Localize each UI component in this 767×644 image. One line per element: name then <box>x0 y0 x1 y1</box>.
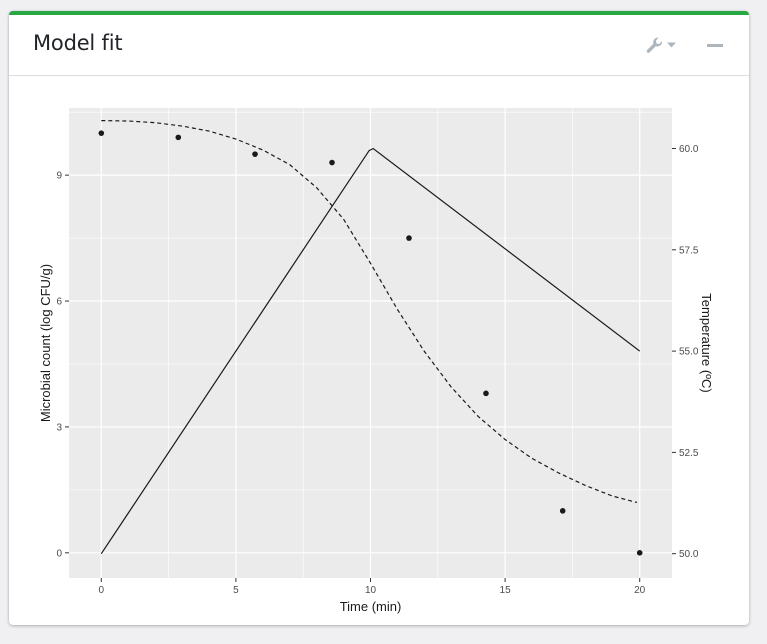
y2-tick-label: 50.0 <box>679 549 699 560</box>
y-tick-label: 6 <box>56 297 62 308</box>
observed-count-point <box>636 550 643 556</box>
x-tick-label: 5 <box>233 585 239 596</box>
x-axis: 0 5 10 15 20 <box>99 578 646 596</box>
series-layer <box>98 119 643 556</box>
tools-dropdown-button[interactable] <box>645 33 685 57</box>
observed-count-point <box>252 151 258 157</box>
y2-tick-label: 55.0 <box>679 347 699 358</box>
y2-axis-title: Temperature (ºC) <box>699 293 714 392</box>
y2-tick-label: 52.5 <box>679 448 699 459</box>
observed-count-point <box>329 159 335 166</box>
y-tick-label: 9 <box>56 171 62 182</box>
card-title: Model fit <box>33 31 123 55</box>
y-axis-left: 0 3 6 9 <box>56 171 69 559</box>
minus-icon <box>707 44 723 47</box>
model-fit-chart: 0 5 10 15 20 0 3 6 9 50.0 52.5 55.0 57.5 60.0 Time … <box>38 108 714 614</box>
y-axis-title: Microbial count (log CFU/g) <box>38 264 53 422</box>
model-fit-card: Model fit <box>9 11 749 625</box>
observed-count-point <box>559 508 566 514</box>
x-axis-title: Time (min) <box>340 599 402 614</box>
observed-count-point <box>483 390 489 397</box>
x-tick-label: 10 <box>365 585 377 596</box>
observed-count-point <box>98 130 105 136</box>
observed-count-point <box>406 235 412 241</box>
x-tick-label: 20 <box>634 585 646 596</box>
y-tick-label: 3 <box>56 422 62 433</box>
observed-count-point <box>175 134 182 141</box>
card-header: Model fit <box>9 15 749 76</box>
caret-down-icon <box>667 42 676 48</box>
y-axis-right: 50.0 52.5 55.0 57.5 60.0 <box>672 144 699 560</box>
x-tick-label: 15 <box>500 585 512 596</box>
collapse-button[interactable] <box>703 33 727 57</box>
y-tick-label: 0 <box>56 548 62 559</box>
y2-tick-label: 60.0 <box>679 144 699 155</box>
wrench-icon <box>646 37 663 53</box>
x-tick-label: 0 <box>99 585 105 596</box>
temperature-line <box>100 147 641 555</box>
major-gridlines <box>69 108 672 578</box>
y2-tick-label: 57.5 <box>679 245 699 256</box>
predicted-count-line <box>101 119 638 504</box>
